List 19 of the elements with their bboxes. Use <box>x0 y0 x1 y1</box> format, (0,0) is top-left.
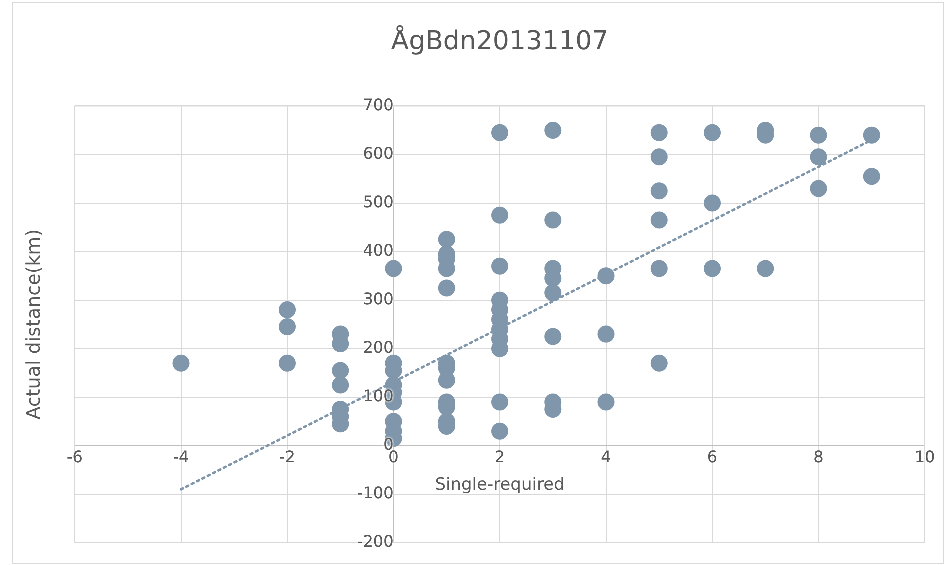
y-tick-label: -200 <box>357 532 394 552</box>
y-axis-title: Actual distance(km) <box>22 229 45 420</box>
y-tick-label: -100 <box>357 484 394 503</box>
y-tick-label: 200 <box>363 338 394 358</box>
y-tick-label: 700 <box>363 95 394 114</box>
x-tick-label: 4 <box>601 448 612 467</box>
y-tick-label: 300 <box>363 289 394 308</box>
x-tick-label: 2 <box>494 448 506 467</box>
y-tick-label: 400 <box>363 240 394 260</box>
x-tick-label: 8 <box>814 448 824 467</box>
x-tick-label: 10 <box>914 448 936 467</box>
chart-title: ÅgBdn20131107 <box>391 24 609 56</box>
x-tick-label: -6 <box>67 448 83 467</box>
y-tick-label: 500 <box>363 192 394 212</box>
y-tick-label: 600 <box>363 144 394 163</box>
x-tick-label: -2 <box>280 448 296 467</box>
x-axis-title: Single-required <box>435 474 565 495</box>
x-tick-label: 6 <box>707 448 718 467</box>
x-tick-label: -4 <box>173 448 190 467</box>
